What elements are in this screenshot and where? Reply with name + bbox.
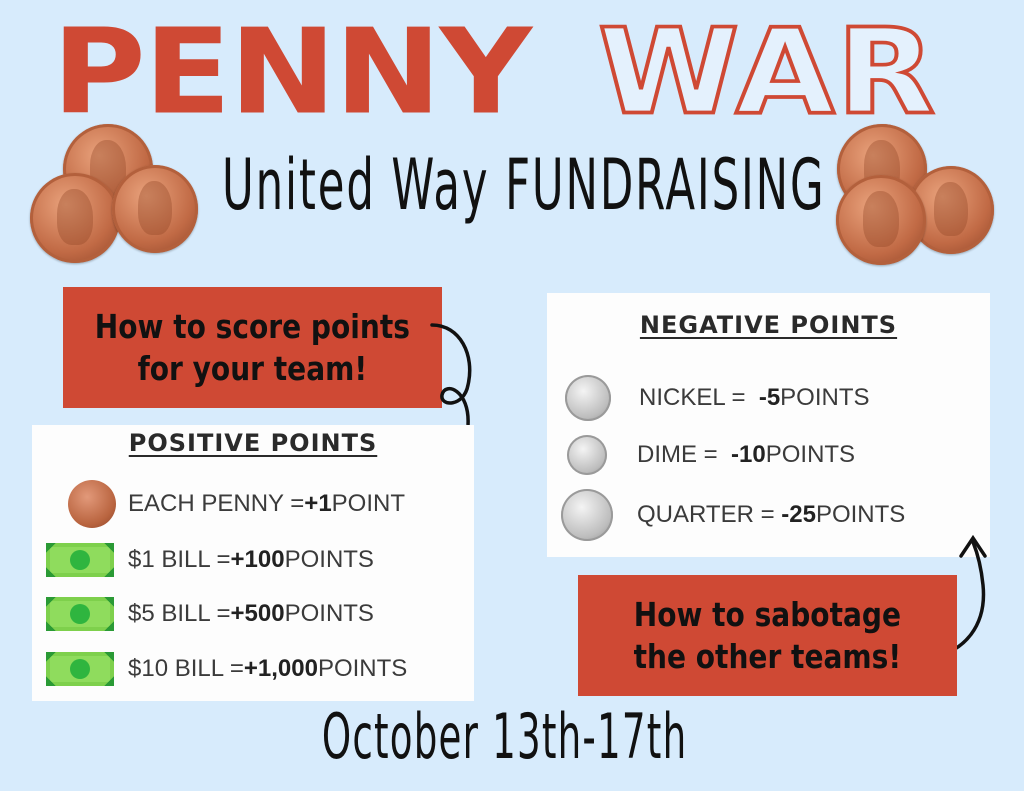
nickel-icon [565,375,611,421]
callout-sabotage-text: How to sabotage the other teams! [633,595,902,676]
positive-points-heading: POSITIVE POINTS [128,429,378,457]
penny-icon [68,480,116,528]
list-item: $10 BILL = +1,000 POINTS [46,652,407,686]
dollar-bill-icon [46,543,114,577]
negative-points-heading: NEGATIVE POINTS [639,311,898,339]
callout-sabotage: How to sabotage the other teams! [578,575,957,696]
positive-points-card: POSITIVE POINTS EACH PENNY = +1 POINT $1… [32,425,474,701]
negative-points-card: NEGATIVE POINTS NICKEL = -5 POINTS DIME … [547,293,990,557]
penny-icon [30,173,120,263]
list-item: $1 BILL = +100 POINTS [46,543,374,577]
subtitle: United Way FUNDRAISING [222,144,826,226]
penny-icon [112,165,198,253]
dollar-bill-icon [46,597,114,631]
penny-icon [836,175,926,265]
quarter-icon [561,489,613,541]
event-date: October 13th-17th [322,700,688,773]
title-war: WAR [596,3,938,141]
list-item: DIME = -10 POINTS [567,435,855,475]
list-item: QUARTER = -25 POINTS [561,489,905,541]
list-item: NICKEL = -5 POINTS [565,375,870,421]
list-item: $5 BILL = +500 POINTS [46,597,374,631]
callout-score-points: How to score points for your team! [63,287,442,408]
title-penny: PENNY [52,3,532,141]
list-item: EACH PENNY = +1 POINT [68,480,405,528]
dollar-bill-icon [46,652,114,686]
dime-icon [567,435,607,475]
callout-score-text: How to score points for your team! [94,307,411,388]
